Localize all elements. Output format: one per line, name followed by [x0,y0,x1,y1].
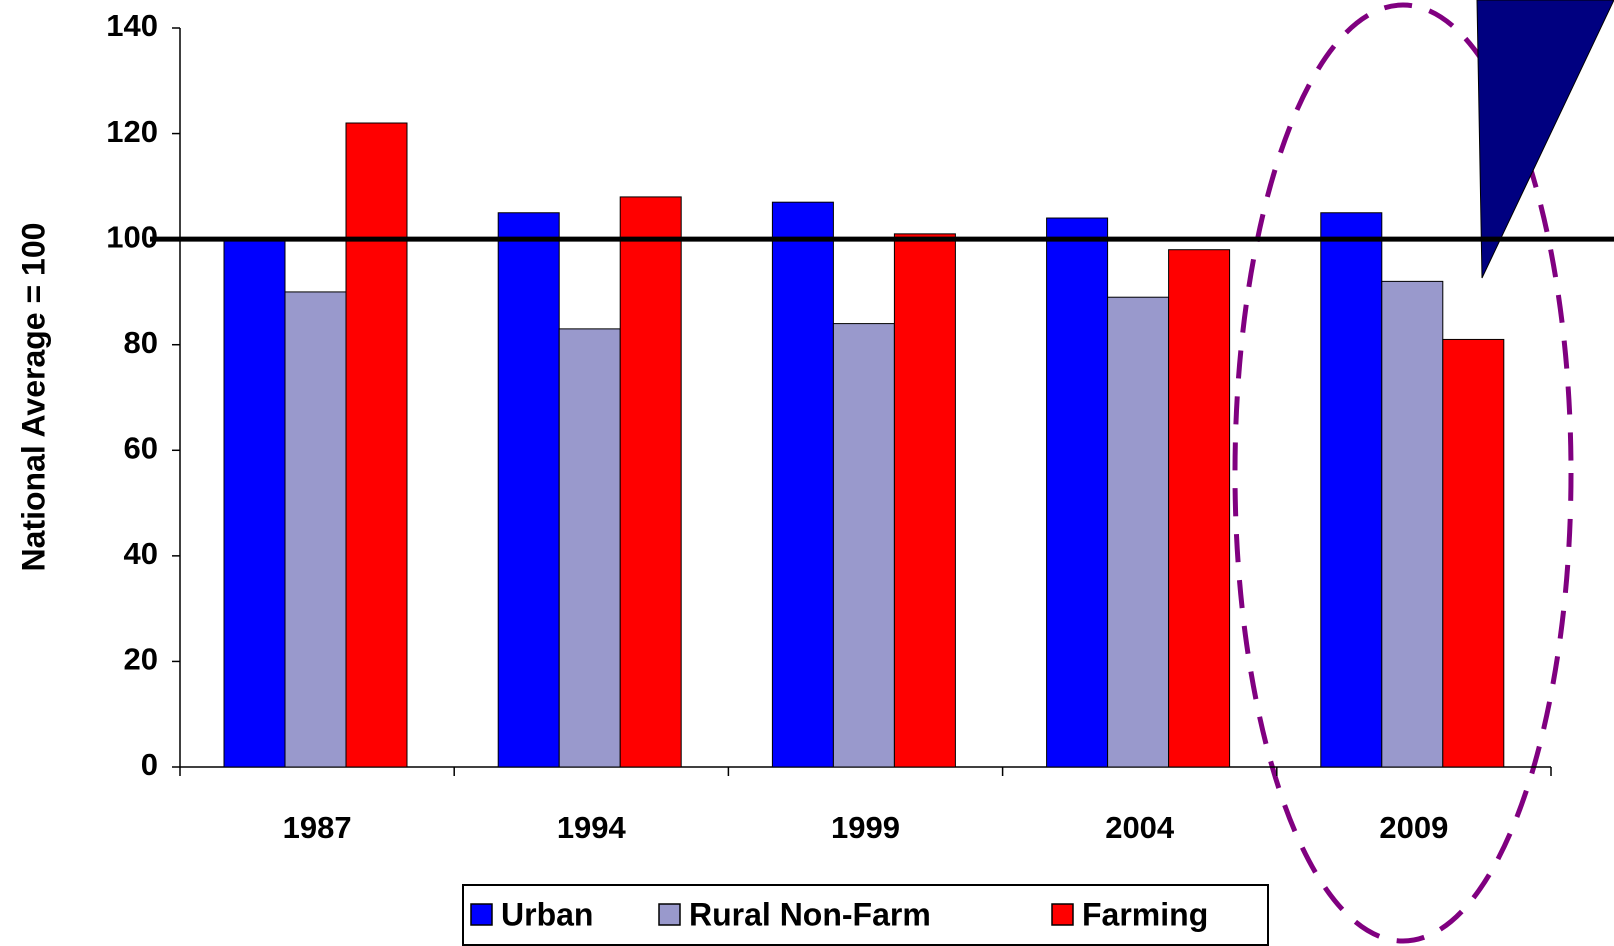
pointer-arrow [1476,0,1614,279]
bar [1168,249,1231,768]
y-tick-label: 140 [106,8,158,43]
bar [1442,338,1505,768]
legend-swatch [1051,903,1074,926]
y-tick-label: 20 [124,642,158,677]
bar [832,323,895,768]
y-tick-label: 60 [124,430,158,465]
legend-label: Farming [1082,896,1208,932]
bar [284,291,347,768]
y-tick-label: 40 [124,536,158,571]
y-tick-label: 0 [141,747,158,782]
bar [1320,212,1383,768]
y-tick-label: 100 [106,219,158,254]
bar [1107,296,1170,768]
x-tick-label: 1987 [283,810,352,845]
highlight-ellipse [1232,2,1574,944]
legend-swatch [658,903,681,926]
bar [619,196,682,768]
legend [462,884,1269,946]
bar [771,201,834,768]
x-tick-label: 1999 [831,810,900,845]
bar [223,238,286,768]
legend-label: Rural Non-Farm [689,896,931,932]
bar [345,122,408,768]
bar [1381,280,1444,768]
legend-label: Urban [501,896,593,932]
x-tick-label: 1994 [557,810,627,845]
bar [497,212,560,768]
y-axis-label: National Average = 100 [15,223,51,572]
x-tick-label: 2009 [1379,810,1448,845]
bar [558,328,621,768]
decoration [1232,0,1614,944]
bar [1046,217,1109,768]
y-tick-label: 120 [106,114,158,149]
legend-swatch [470,903,493,926]
bar [893,233,956,768]
x-tick-label: 2004 [1105,810,1175,845]
y-tick-label: 80 [124,325,158,360]
